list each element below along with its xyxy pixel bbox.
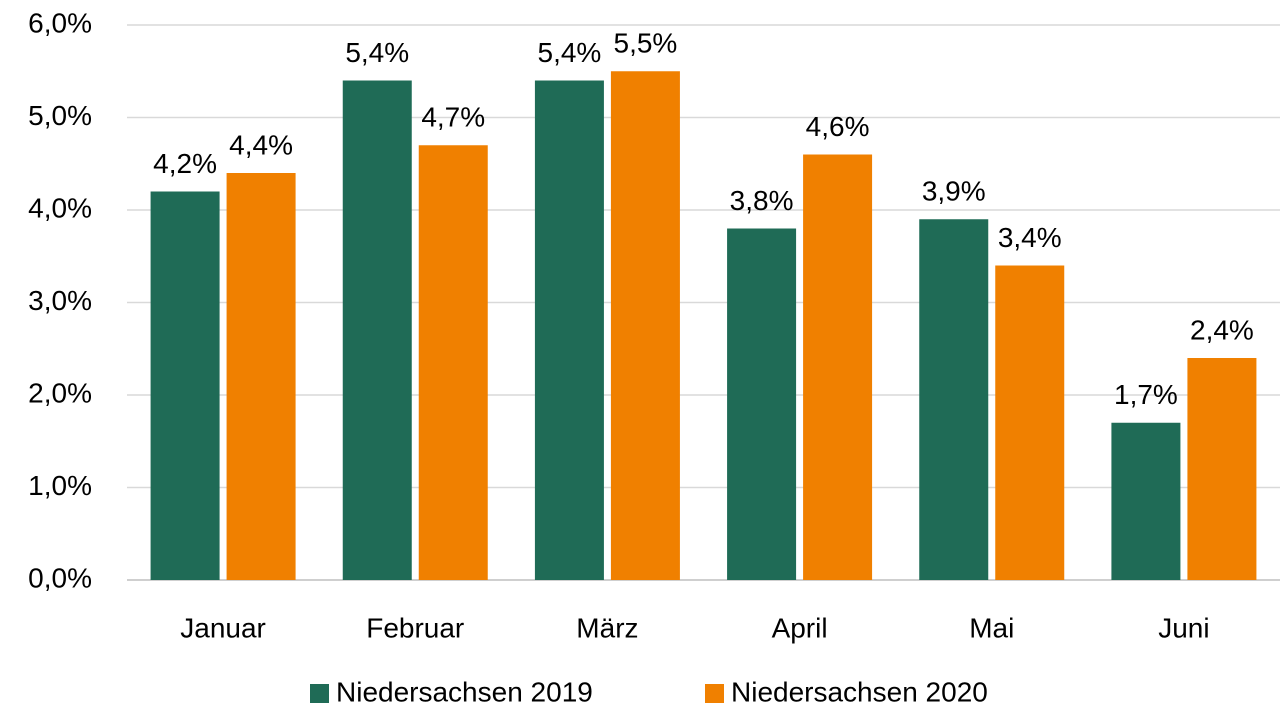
legend-swatch xyxy=(310,684,329,703)
data-label: 3,9% xyxy=(922,176,986,207)
y-tick-label: 0,0% xyxy=(28,562,92,593)
y-tick-label: 5,0% xyxy=(28,100,92,131)
y-tick-label: 6,0% xyxy=(28,7,92,38)
legend-label: Niedersachsen 2020 xyxy=(731,676,988,707)
bar xyxy=(418,145,488,580)
y-tick-label: 2,0% xyxy=(28,377,92,408)
y-tick-label: 4,0% xyxy=(28,192,92,223)
x-tick-label: April xyxy=(772,612,828,643)
bar xyxy=(342,80,412,580)
bar xyxy=(534,80,604,580)
data-label: 3,4% xyxy=(998,222,1062,253)
bar xyxy=(610,71,680,580)
bar xyxy=(995,265,1065,580)
data-label: 4,4% xyxy=(229,129,293,160)
data-label: 1,7% xyxy=(1114,379,1178,410)
data-label: 4,7% xyxy=(421,102,485,133)
data-label: 4,6% xyxy=(806,111,870,142)
x-tick-label: Juni xyxy=(1158,612,1209,643)
data-label: 5,4% xyxy=(345,37,409,68)
x-tick-label: Januar xyxy=(180,612,266,643)
bar xyxy=(919,219,989,580)
data-label: 4,2% xyxy=(153,148,217,179)
data-label: 3,8% xyxy=(730,185,794,216)
legend-label: Niedersachsen 2019 xyxy=(336,676,593,707)
data-label: 5,5% xyxy=(614,28,678,59)
legend-swatch xyxy=(705,684,724,703)
data-label: 2,4% xyxy=(1190,314,1254,345)
bar xyxy=(226,173,296,580)
bar xyxy=(803,154,873,580)
y-tick-label: 1,0% xyxy=(28,470,92,501)
x-tick-label: Februar xyxy=(366,612,464,643)
bar xyxy=(727,228,797,580)
x-tick-label: Mai xyxy=(969,612,1014,643)
x-tick-label: März xyxy=(576,612,638,643)
data-label: 5,4% xyxy=(538,37,602,68)
bar xyxy=(1111,422,1181,580)
bar xyxy=(150,191,220,580)
bar xyxy=(1187,358,1257,580)
y-tick-label: 3,0% xyxy=(28,285,92,316)
